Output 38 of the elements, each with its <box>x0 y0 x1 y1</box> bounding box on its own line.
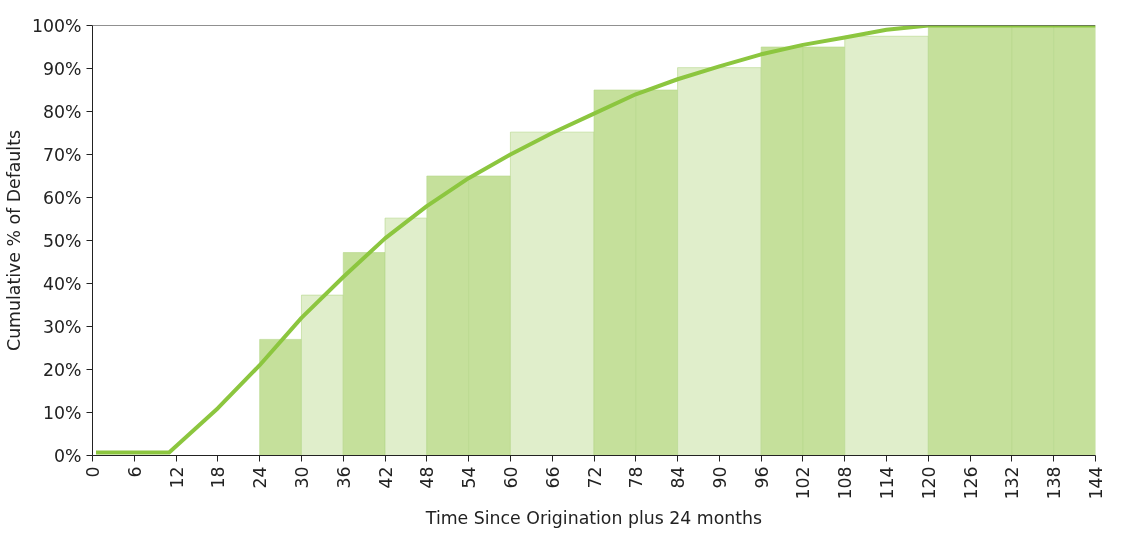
x-tick-label: 114 <box>877 466 898 500</box>
x-tick-label: 42 <box>375 466 396 489</box>
y-tick-label: 30% <box>42 316 82 337</box>
y-tick-label: 90% <box>42 58 82 79</box>
x-tick-label: 126 <box>960 466 981 500</box>
y-tick-label: 70% <box>42 144 82 165</box>
x-tick-label: 0 <box>83 466 103 478</box>
y-tick-label: 80% <box>42 101 82 122</box>
y-tick-label: 50% <box>42 230 82 251</box>
x-tick-label: 78 <box>626 466 647 489</box>
x-tick-label: 120 <box>918 466 939 500</box>
y-tick-label: 100% <box>31 15 82 36</box>
y-tick-label: 40% <box>42 273 82 294</box>
x-tick-label: 138 <box>1044 466 1065 500</box>
y-tick-label: 0% <box>54 445 82 466</box>
y-tick-label: 10% <box>42 402 82 423</box>
y-tick-label: 60% <box>42 187 82 208</box>
x-tick-label: 90 <box>709 466 730 489</box>
x-tick-label: 132 <box>1002 466 1023 500</box>
x-tick-label: 48 <box>417 466 438 489</box>
x-tick-label: 54 <box>459 466 480 489</box>
x-tick-label: 6 <box>124 466 145 478</box>
x-axis-title: Time Since Origination plus 24 months <box>424 507 763 528</box>
x-tick-label: 24 <box>250 466 271 489</box>
x-tick-label: 60 <box>500 466 521 489</box>
x-tick-label: 36 <box>333 466 354 489</box>
x-tick-label: 102 <box>793 466 814 500</box>
x-tick-label: 72 <box>584 466 605 489</box>
x-tick-label: 66 <box>542 466 563 489</box>
x-tick-label: 108 <box>835 466 856 500</box>
x-tick-label: 18 <box>208 466 229 489</box>
y-axis-title: Cumulative % of Defaults <box>3 130 24 351</box>
x-tick-label: 84 <box>668 466 689 489</box>
y-tick-label: 20% <box>42 359 82 380</box>
x-tick-label: 12 <box>166 466 187 489</box>
x-tick-label: 96 <box>751 466 772 489</box>
x-tick-label: 30 <box>291 466 312 489</box>
x-tick-label: 144 <box>1086 466 1106 500</box>
